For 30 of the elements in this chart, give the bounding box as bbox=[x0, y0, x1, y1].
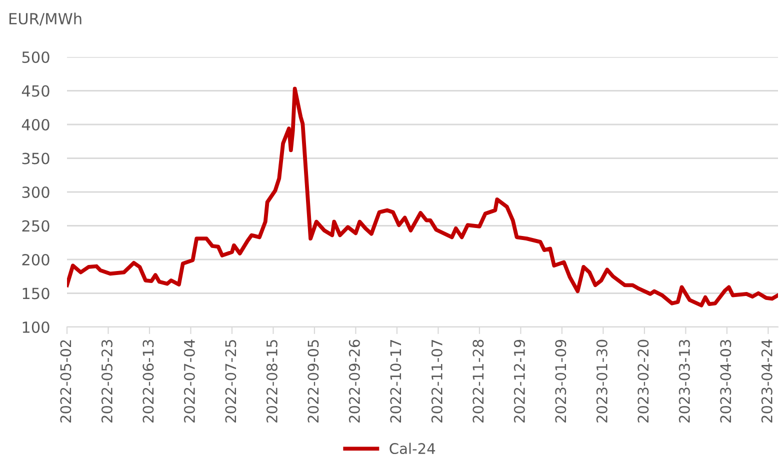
y-tick-label: 150 bbox=[22, 288, 50, 300]
y-tick-label: 300 bbox=[22, 186, 50, 198]
x-tick-label: 2022-11-07 bbox=[431, 340, 442, 422]
y-tick-label: 400 bbox=[22, 118, 50, 131]
x-tick-label: 2022-10-17 bbox=[390, 340, 402, 422]
x-tick-label: 2023-04-03 bbox=[720, 340, 732, 422]
x-tick-label: 2023-04-24 bbox=[761, 340, 772, 422]
x-tick-label: 2022-05-02 bbox=[60, 340, 72, 422]
x-tick-label: 2022-07-04 bbox=[184, 340, 195, 422]
y-tick-label: 350 bbox=[22, 152, 50, 164]
x-tick-label: 2022-05-23 bbox=[101, 340, 112, 422]
line-series bbox=[67, 86, 778, 308]
x-tick-label: 2022-09-26 bbox=[348, 340, 360, 422]
y-tick-label: 500 bbox=[22, 51, 50, 64]
x-tick-label: 2022-08-15 bbox=[266, 340, 278, 422]
x-tick-label: 2023-03-13 bbox=[678, 340, 690, 422]
y-tick-label: 250 bbox=[22, 220, 50, 232]
y-tick-label: 200 bbox=[22, 254, 50, 266]
y-axis-title: EUR/MWh bbox=[10, 12, 82, 26]
x-tick-label: 2023-02-20 bbox=[638, 340, 649, 422]
x-tick-label: 2022-12-19 bbox=[514, 340, 525, 422]
x-tick-label: 2022-07-25 bbox=[225, 340, 236, 422]
x-tick-label: 2023-01-09 bbox=[555, 340, 566, 422]
x-tick-label: 2023-01-30 bbox=[596, 340, 608, 422]
x-tick-label: 2022-09-05 bbox=[308, 340, 319, 422]
x-tick-label: 2022-11-28 bbox=[472, 340, 484, 422]
y-tick-label: 100 bbox=[22, 321, 50, 334]
x-tick-label: 2022-06-13 bbox=[142, 340, 154, 422]
y-tick-label: 450 bbox=[22, 85, 50, 97]
legend-label: Cal-24 bbox=[390, 442, 436, 454]
